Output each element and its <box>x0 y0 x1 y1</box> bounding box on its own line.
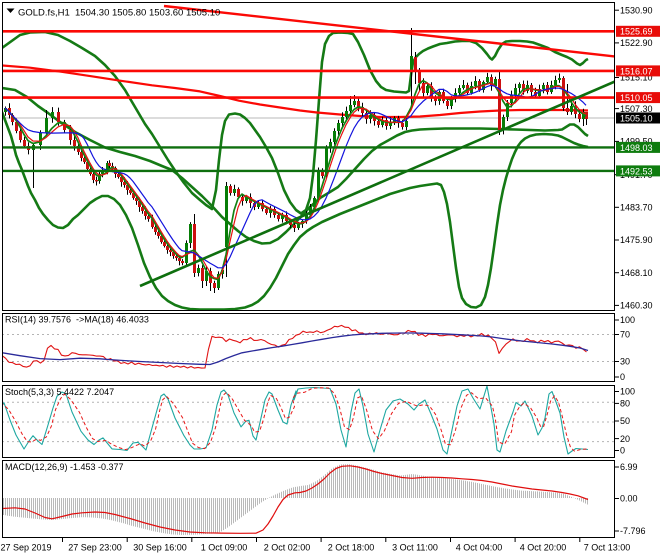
svg-text:100: 100 <box>620 387 635 397</box>
svg-text:80: 80 <box>620 399 630 409</box>
svg-text:1468.10: 1468.10 <box>620 268 653 278</box>
svg-text:1522.90: 1522.90 <box>620 38 653 48</box>
svg-text:30 Sep 16:00: 30 Sep 16:00 <box>133 543 187 553</box>
svg-text:30: 30 <box>620 357 630 367</box>
svg-text:1515.10: 1515.10 <box>620 73 653 83</box>
svg-text:3 Oct 11:00: 3 Oct 11:00 <box>392 543 438 553</box>
svg-text:GOLD.fs,H1 1504.30 1505.80 15: GOLD.fs,H1 1504.30 1505.80 1503.60 1505.… <box>18 8 220 19</box>
svg-text:1507.30: 1507.30 <box>620 104 653 114</box>
svg-text:1525.69: 1525.69 <box>620 27 653 37</box>
svg-text:1460.30: 1460.30 <box>620 301 653 311</box>
svg-text:1492.53: 1492.53 <box>620 166 653 176</box>
svg-text:0: 0 <box>620 446 625 456</box>
svg-text:70: 70 <box>620 330 630 340</box>
svg-text:Stoch(5,3,3) 5.4422 7.2047: Stoch(5,3,3) 5.4422 7.2047 <box>5 387 114 397</box>
svg-text:27 Sep 2019: 27 Sep 2019 <box>0 543 51 553</box>
svg-text:-7.796: -7.796 <box>620 526 646 536</box>
svg-text:1 Oct 09:00: 1 Oct 09:00 <box>201 543 248 553</box>
svg-text:6.99: 6.99 <box>620 462 638 472</box>
svg-text:1483.70: 1483.70 <box>620 203 653 213</box>
svg-text:20: 20 <box>620 434 630 444</box>
svg-text:1475.90: 1475.90 <box>620 235 653 245</box>
svg-text:1505.10: 1505.10 <box>620 113 653 123</box>
svg-text:1499.50: 1499.50 <box>620 137 653 147</box>
svg-text:1516.07: 1516.07 <box>620 66 653 76</box>
svg-text:1510.05: 1510.05 <box>620 93 653 103</box>
svg-text:2 Oct 18:00: 2 Oct 18:00 <box>328 543 375 553</box>
svg-text:2 Oct 02:00: 2 Oct 02:00 <box>264 543 311 553</box>
svg-text:7 Oct 13:00: 7 Oct 13:00 <box>584 543 631 553</box>
svg-text:0: 0 <box>620 372 625 382</box>
svg-text:4 Oct 20:00: 4 Oct 20:00 <box>520 543 567 553</box>
svg-text:MACD(12,26,9) -1.453 -0.377: MACD(12,26,9) -1.453 -0.377 <box>5 462 124 472</box>
svg-text:27 Sep 23:00: 27 Sep 23:00 <box>68 543 122 553</box>
svg-text:50: 50 <box>620 416 630 426</box>
svg-text:RSI(14) 39.7576 ->MA(18) 46.4: RSI(14) 39.7576 ->MA(18) 46.4033 <box>5 315 149 325</box>
svg-text:100: 100 <box>620 315 635 325</box>
svg-text:1498.03: 1498.03 <box>620 143 653 153</box>
svg-text:4 Oct 04:00: 4 Oct 04:00 <box>456 543 503 553</box>
svg-text:0.00: 0.00 <box>620 494 638 504</box>
svg-text:1530.90: 1530.90 <box>620 5 653 15</box>
